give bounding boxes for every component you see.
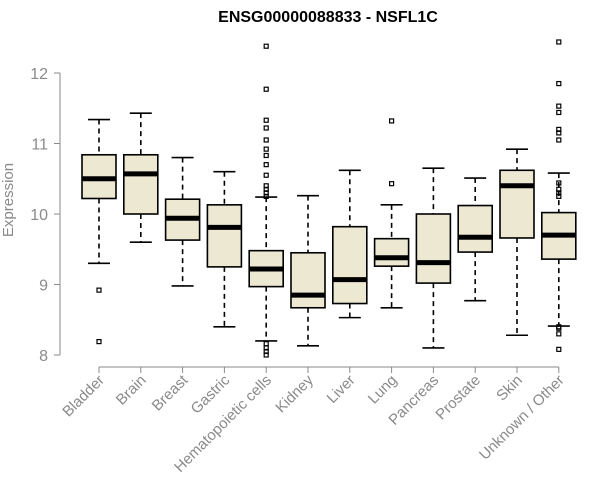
plot-area [81, 39, 577, 358]
outlier-point [263, 86, 269, 92]
outlier-point [556, 39, 562, 45]
outlier-point [263, 117, 269, 123]
outlier-point [263, 152, 269, 159]
outlier-point [556, 193, 562, 199]
y-tick-label: 11 [31, 137, 48, 154]
iqr-box [331, 225, 368, 305]
outlier-point [556, 109, 562, 116]
outlier-point [389, 118, 395, 124]
chart-title: ENSG00000088833 - NSFL1C [218, 9, 438, 26]
outlier-point [96, 287, 102, 293]
y-tick-label: 8 [39, 348, 48, 365]
box-kidney [290, 194, 326, 347]
outlier-point [263, 43, 269, 49]
box-pancreas [415, 167, 452, 349]
outlier-point [263, 162, 269, 168]
box-hematopoietic-cells [248, 43, 284, 358]
box-brain [123, 112, 159, 243]
iqr-box [206, 204, 243, 268]
y-axis-label: Expression [0, 163, 17, 237]
x-tick-label: Skin [493, 372, 526, 405]
outlier-point [263, 137, 269, 143]
iqr-box [457, 204, 494, 253]
outlier-point [263, 146, 269, 152]
outlier-point [389, 181, 395, 187]
outlier-point [556, 103, 562, 109]
box-unknown-other [540, 39, 577, 352]
y-tick-label: 12 [30, 66, 48, 83]
outlier-point [263, 352, 269, 358]
outlier-point [263, 172, 269, 178]
box-bladder [81, 118, 117, 345]
box-liver [331, 169, 368, 319]
x-tick-label: Liver [324, 372, 359, 407]
x-tick-label: Brain [113, 372, 150, 409]
outlier-point [556, 180, 562, 186]
box-breast [164, 156, 201, 287]
x-tick-label: Bladder [59, 372, 108, 421]
y-tick-label: 9 [39, 278, 48, 295]
x-tick-label: Lung [365, 372, 401, 408]
outlier-point [96, 339, 102, 345]
outlier-point [556, 331, 562, 337]
outlier-point [556, 325, 562, 331]
iqr-box [290, 251, 326, 309]
outlier-point [556, 130, 562, 136]
outlier-point [556, 346, 562, 352]
outlier-point [556, 137, 562, 143]
box-skin [499, 148, 535, 337]
iqr-box [499, 169, 535, 239]
iqr-box [373, 237, 410, 267]
y-tick-label: 10 [30, 207, 48, 224]
iqr-box [415, 213, 452, 284]
box-prostate [457, 177, 494, 302]
x-tick-label: Breast [149, 371, 192, 414]
outlier-point [263, 125, 269, 131]
outlier-point [556, 80, 562, 87]
outlier-point [263, 341, 269, 347]
x-tick-label: Prostate [432, 372, 484, 424]
outlier-point [263, 193, 269, 199]
box-gastric [206, 170, 243, 328]
x-tick-label: Kidney [272, 371, 317, 416]
iqr-box [123, 153, 159, 215]
box-lung [373, 118, 410, 309]
